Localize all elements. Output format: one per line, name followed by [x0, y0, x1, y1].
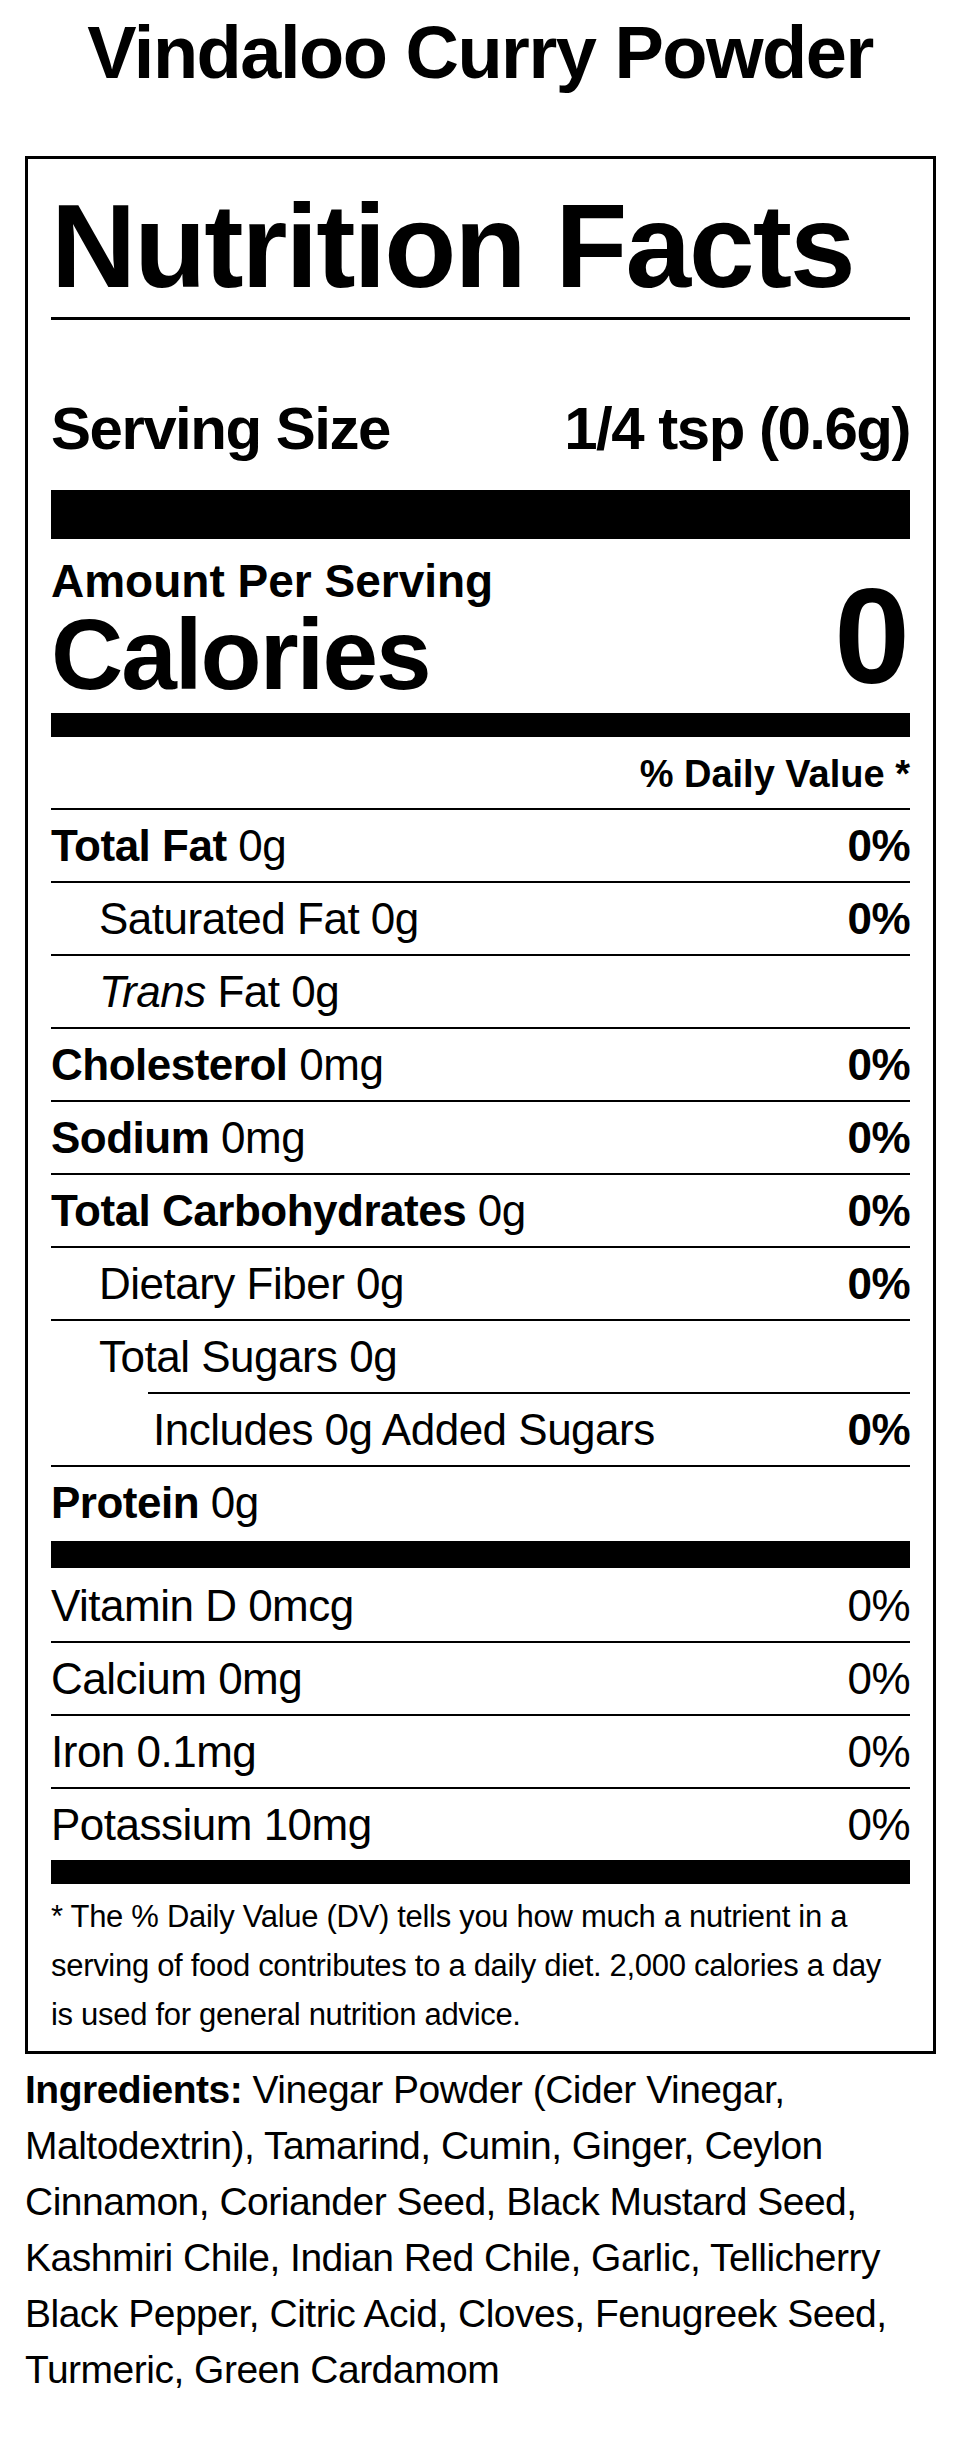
- serving-size-label: Serving Size: [51, 397, 390, 461]
- row-total-carbohydrates: Total Carbohydrates 0g 0%: [51, 1175, 910, 1246]
- ingredients-paragraph: Ingredients: Vinegar Powder (Cider Vineg…: [25, 2062, 937, 2398]
- row-protein: Protein 0g: [51, 1467, 910, 1538]
- row-dietary-fiber: Dietary Fiber 0g 0%: [51, 1248, 910, 1319]
- daily-value: 0%: [847, 1405, 910, 1455]
- row-potassium: Potassium 10mg 0%: [51, 1789, 910, 1860]
- product-title: Vindaloo Curry Powder: [0, 7, 960, 99]
- row-total-sugars: Total Sugars 0g: [51, 1321, 910, 1392]
- daily-value: 0%: [847, 1800, 910, 1850]
- nutrient-rows: Total Fat 0g 0% Saturated Fat 0g 0% Tran…: [51, 810, 910, 1538]
- calories-value: 0: [834, 581, 910, 691]
- ingredients-list: Vinegar Powder (Cider Vinegar, Maltodext…: [25, 2068, 887, 2391]
- daily-value: 0%: [847, 894, 910, 944]
- daily-value: 0%: [847, 1259, 910, 1309]
- daily-value: 0%: [847, 1654, 910, 1704]
- row-added-sugars: Includes 0g Added Sugars 0%: [51, 1394, 910, 1465]
- daily-value: 0%: [847, 1186, 910, 1236]
- thick-divider: [51, 1860, 910, 1884]
- daily-value-header: % Daily Value *: [51, 740, 910, 808]
- thick-divider: [51, 1541, 910, 1568]
- daily-value-footnote: * The % Daily Value (DV) tells you how m…: [51, 1892, 910, 2039]
- row-saturated-fat: Saturated Fat 0g 0%: [51, 883, 910, 954]
- daily-value: 0%: [847, 1581, 910, 1631]
- micronutrient-rows: Vitamin D 0mcg 0% Calcium 0mg 0% Iron 0.…: [51, 1570, 910, 1860]
- daily-value: 0%: [847, 1113, 910, 1163]
- ingredients-label: Ingredients:: [25, 2068, 242, 2111]
- thick-divider: [51, 490, 910, 539]
- row-total-fat: Total Fat 0g 0%: [51, 810, 910, 881]
- row-trans-fat: Trans Fat 0g: [51, 956, 910, 1027]
- thick-divider: [51, 713, 910, 737]
- nutrition-facts-heading: Nutrition Facts: [51, 189, 910, 304]
- row-vitamin-d: Vitamin D 0mcg 0%: [51, 1570, 910, 1641]
- serving-size-value: 1/4 tsp (0.6g): [564, 397, 910, 461]
- daily-value: 0%: [847, 821, 910, 871]
- daily-value: 0%: [847, 1727, 910, 1777]
- calories-label: Calories: [51, 608, 430, 700]
- divider-under-heading: [51, 317, 910, 320]
- row-iron: Iron 0.1mg 0%: [51, 1716, 910, 1787]
- row-sodium: Sodium 0mg 0%: [51, 1102, 910, 1173]
- nutrition-facts-panel: Nutrition Facts Serving Size 1/4 tsp (0.…: [25, 156, 936, 2054]
- daily-value: 0%: [847, 1040, 910, 1090]
- row-cholesterol: Cholesterol 0mg 0%: [51, 1029, 910, 1100]
- serving-size-row: Serving Size 1/4 tsp (0.6g): [51, 397, 910, 461]
- row-calcium: Calcium 0mg 0%: [51, 1643, 910, 1714]
